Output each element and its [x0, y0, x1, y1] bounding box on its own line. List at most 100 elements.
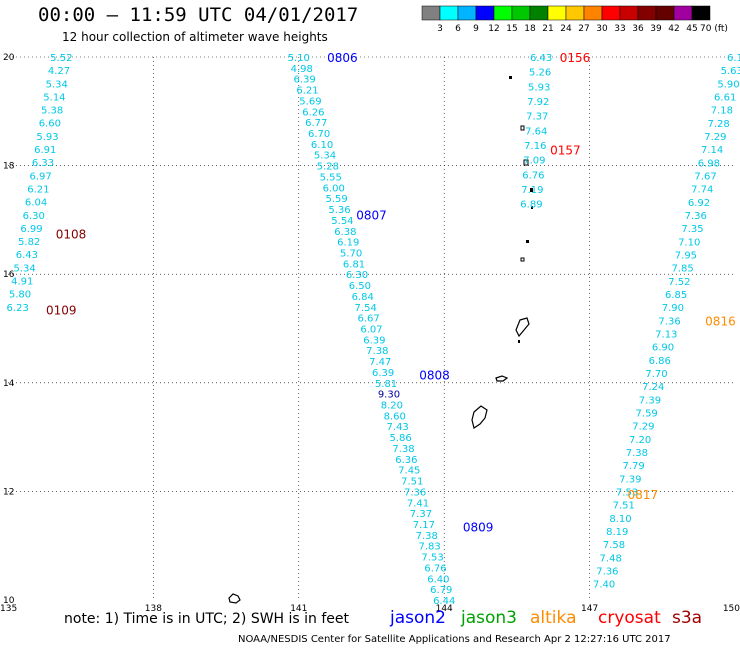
wave-height-point: 6.40 — [427, 574, 449, 585]
wave-height-point: 4.98 — [291, 64, 313, 75]
colorbar-label: 33 — [614, 24, 625, 34]
pass-time-label: 0806 — [327, 51, 358, 65]
wave-height-point: 7.19 — [521, 185, 543, 196]
credit-line: NOAA/NESDIS Center for Satellite Applica… — [238, 634, 671, 645]
y-tick-label: 18 — [3, 162, 15, 172]
wave-height-point: 7.29 — [704, 132, 726, 143]
wave-height-point: 7.36 — [404, 487, 426, 498]
colorbar-swatch — [619, 5, 639, 21]
wave-height-point: 6.84 — [352, 292, 374, 303]
footer-note: note: 1) Time is in UTC; 2) SWH is in fe… — [64, 611, 350, 627]
wave-height-point: 5.90 — [717, 79, 739, 90]
wave-height-point: 5.34 — [46, 79, 68, 90]
wave-height-point: 8.60 — [384, 411, 406, 422]
y-tick-label: 16 — [3, 270, 15, 280]
wave-height-point: 6.61 — [714, 93, 736, 104]
pass-time-label: 0156 — [560, 51, 591, 65]
colorbar-swatch — [547, 5, 567, 21]
colorbar-label: 30 — [596, 24, 608, 34]
wave-height-point: 7.28 — [708, 119, 730, 130]
colorbar-label: 27 — [578, 24, 589, 34]
wave-height-point: 7.51 — [401, 477, 423, 488]
wave-height-point: 6.04 — [25, 198, 47, 209]
wave-height-point: 6.98 — [698, 158, 720, 169]
wave-height-point: 5.28 — [317, 162, 339, 173]
colorbar-swatch — [655, 5, 675, 21]
wave-height-point: 7.37 — [410, 509, 432, 520]
wave-height-point: 6.44 — [433, 596, 455, 607]
wave-height-point: 5.36 — [328, 205, 350, 216]
wave-height-point: 6.81 — [343, 259, 365, 270]
colorbar-swatch — [475, 5, 495, 21]
colorbar-legend: 3 6 9 12 15 18 21 24 27 30 33 36 39 42 45 70 (ft) — [421, 5, 728, 34]
colorbar-label: 24 — [560, 24, 572, 34]
wave-height-point: 7.36 — [596, 567, 618, 578]
wave-height-point: 7.36 — [685, 211, 707, 222]
wave-height-point: 7.52 — [668, 277, 690, 288]
wave-height-point: 7.85 — [672, 264, 694, 275]
colorbar-swatch — [601, 5, 621, 21]
pass-time-label: 0808 — [419, 369, 450, 383]
colorbar-swatch — [529, 5, 549, 21]
colorbar-label: 39 — [650, 24, 662, 34]
wave-height-point: 6.23 — [7, 303, 29, 314]
wave-height-point: 5.59 — [325, 194, 347, 205]
wave-height-point: 6.79 — [430, 585, 452, 596]
wave-height-point: 7.51 — [613, 501, 635, 512]
page-subtitle: 12 hour collection of altimeter wave hei… — [62, 30, 328, 44]
satellite-legend-jason2: jason2 — [390, 608, 446, 628]
wave-height-point: 6.43 — [16, 250, 38, 261]
wave-height-point: 6.07 — [360, 325, 382, 336]
pass-time-label: 0809 — [463, 521, 494, 535]
colorbar-swatch — [421, 5, 441, 21]
wave-height-point: 7.70 — [645, 369, 667, 380]
wave-height-point: 6.67 — [357, 314, 379, 325]
wave-height-point: 8.19 — [606, 527, 628, 538]
wave-height-point: 4.91 — [11, 276, 33, 287]
wave-height-point: 6.99 — [20, 224, 42, 235]
pass-time-labels: 0806 0807 0808 0809 0108 0109 0156 0157 0816 0817 — [46, 51, 736, 535]
wave-height-point: 5.63 — [721, 66, 740, 77]
wave-height-point: 6.39 — [372, 368, 394, 379]
pass-time-label: 0108 — [56, 227, 87, 241]
wave-height-point: 7.92 — [527, 97, 549, 108]
wave-height-point: 7.24 — [642, 382, 664, 393]
wave-height-point: 6.38 — [334, 227, 356, 238]
colorbar-swatch — [493, 5, 513, 21]
wave-height-point: 7.39 — [619, 474, 641, 485]
x-tick-label: 138 — [145, 604, 162, 614]
wave-height-point: 6.85 — [665, 290, 687, 301]
wave-height-point: 6.36 — [395, 455, 417, 466]
wave-height-point: 7.53 — [421, 553, 443, 564]
wave-height-point: 7.13 — [655, 330, 677, 341]
wave-height-point: 6.39 — [293, 75, 315, 86]
x-tick-label: 135 — [0, 604, 17, 614]
colorbar-swatch — [691, 5, 711, 21]
pass-time-label: 0109 — [46, 303, 77, 317]
wave-height-point: 5.93 — [528, 82, 550, 93]
wave-height-point: 6.33 — [32, 158, 54, 169]
wave-height-point: 6.76 — [522, 170, 544, 181]
wave-height-point: 7.17 — [413, 520, 435, 531]
wave-height-point: 6.90 — [652, 343, 674, 354]
y-tick-label: 14 — [3, 379, 15, 389]
wave-height-point: 6.97 — [30, 171, 52, 182]
x-tick-label: 147 — [581, 604, 598, 614]
colorbar-label: 15 — [506, 24, 517, 34]
wave-height-point: 5.10 — [288, 53, 310, 64]
colorbar-label: 70 (ft) — [700, 24, 728, 34]
coastline-islands — [228, 76, 533, 604]
satellite-legend-cryosat: cryosat — [598, 608, 661, 628]
wave-height-point: 8.20 — [381, 401, 403, 412]
wave-height-point: 9.30 — [378, 390, 400, 401]
wave-height-point: 5.69 — [299, 96, 321, 107]
colorbar-label: 6 — [455, 24, 461, 34]
colorbar-label: 21 — [542, 24, 553, 34]
y-tick-label: 10 — [3, 596, 15, 606]
wave-height-point: 6.86 — [649, 356, 671, 367]
wave-height-point: 7.53 — [616, 488, 638, 499]
colorbar-label: 42 — [668, 24, 679, 34]
wave-height-point: 6.50 — [349, 281, 371, 292]
y-tick-label: 20 — [3, 53, 15, 63]
